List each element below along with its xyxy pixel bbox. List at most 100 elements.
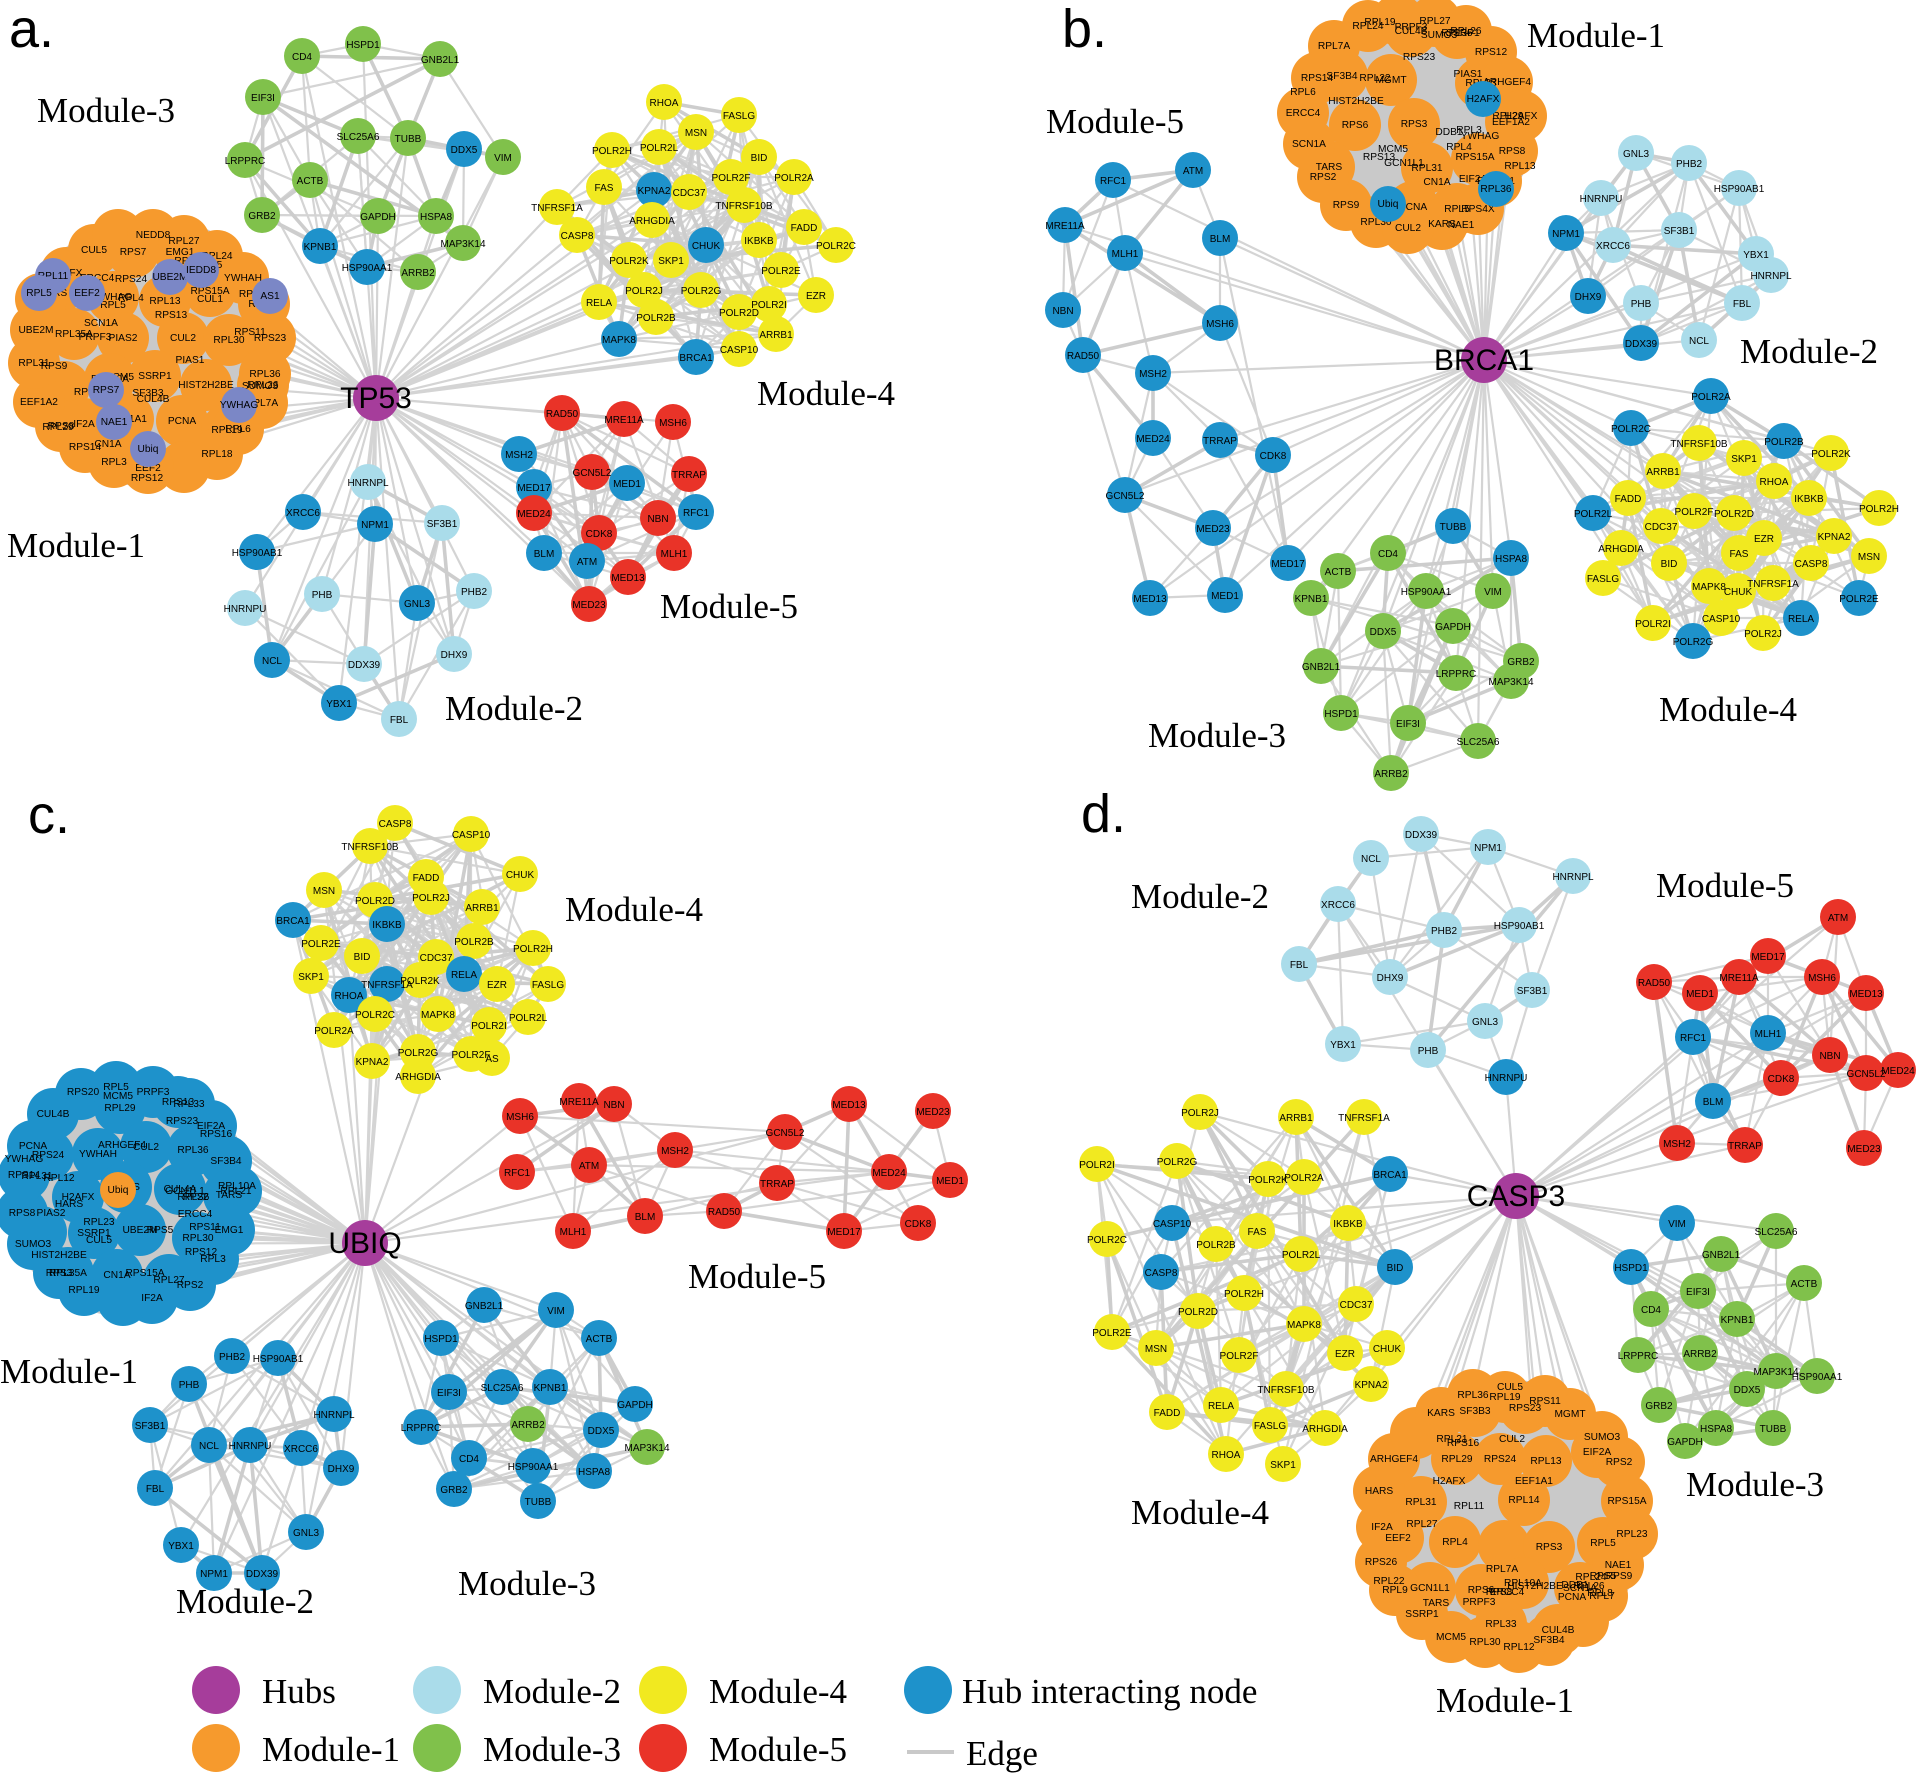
svg-text:ARHGDIA: ARHGDIA (395, 1072, 441, 1083)
svg-text:PCNA: PCNA (19, 1141, 48, 1152)
svg-text:FBL: FBL (1290, 960, 1309, 971)
svg-text:ARHGEF4: ARHGEF4 (1370, 1454, 1418, 1465)
svg-text:RPL31: RPL31 (1411, 163, 1442, 174)
svg-text:RPL18: RPL18 (201, 449, 232, 460)
svg-text:IKBKB: IKBKB (744, 236, 774, 247)
svg-text:BLM: BLM (534, 549, 555, 560)
svg-text:RPL9: RPL9 (1382, 1585, 1408, 1596)
svg-text:HNRNPU: HNRNPU (229, 1441, 272, 1452)
svg-text:H2AFX: H2AFX (1505, 111, 1538, 122)
svg-text:MSH2: MSH2 (1663, 1139, 1691, 1150)
svg-text:GRB2: GRB2 (1507, 657, 1535, 668)
svg-text:RPS11: RPS11 (189, 1222, 221, 1233)
svg-text:Module-5: Module-5 (688, 1257, 826, 1296)
svg-text:POLR2I: POLR2I (1079, 1160, 1115, 1171)
svg-text:HSPA8: HSPA8 (1700, 1424, 1732, 1435)
svg-text:TRRAP: TRRAP (1728, 1141, 1762, 1152)
svg-text:PHB2: PHB2 (461, 587, 488, 598)
svg-text:MRE11A: MRE11A (1045, 221, 1085, 232)
svg-text:SCN1A: SCN1A (84, 318, 118, 329)
svg-text:TNFRSF10B: TNFRSF10B (1670, 439, 1728, 450)
svg-text:RPL6: RPL6 (1290, 87, 1316, 98)
svg-text:RPS12: RPS12 (185, 1247, 218, 1258)
svg-text:RPS8: RPS8 (1499, 146, 1526, 157)
svg-text:TNFRSF1A: TNFRSF1A (1747, 579, 1799, 590)
svg-text:YBX1: YBX1 (326, 699, 352, 710)
svg-text:CUL4B: CUL4B (1542, 1625, 1575, 1636)
svg-text:CHUK: CHUK (692, 241, 721, 252)
svg-text:MED17: MED17 (1751, 952, 1785, 963)
svg-text:RPL22: RPL22 (1373, 1576, 1404, 1587)
svg-text:POLR2K: POLR2K (1811, 449, 1851, 460)
svg-text:LRPPRC: LRPPRC (1436, 669, 1477, 680)
svg-text:Module-1: Module-1 (7, 526, 145, 565)
svg-text:MED13: MED13 (1849, 989, 1883, 1000)
svg-text:POLR2D: POLR2D (1714, 509, 1754, 520)
svg-text:EIF2A: EIF2A (197, 1121, 226, 1132)
svg-text:d.: d. (1081, 784, 1126, 844)
svg-text:GRB2: GRB2 (440, 1485, 468, 1496)
svg-text:MLH1: MLH1 (560, 1227, 587, 1238)
svg-text:SSRP1: SSRP1 (1446, 28, 1480, 39)
svg-text:H2AFX: H2AFX (62, 1192, 95, 1203)
svg-text:GNL3: GNL3 (1623, 149, 1650, 160)
svg-text:RAD50: RAD50 (1638, 978, 1671, 989)
svg-text:FADD: FADD (1615, 494, 1642, 505)
svg-text:RPS5: RPS5 (1590, 1571, 1617, 1582)
svg-text:MED23: MED23 (572, 600, 606, 611)
svg-text:GCN1L1: GCN1L1 (1410, 1583, 1450, 1594)
svg-text:MRE11A: MRE11A (1719, 973, 1759, 984)
svg-text:DDX39: DDX39 (1625, 339, 1658, 350)
svg-text:SLC25A6: SLC25A6 (481, 1383, 524, 1394)
svg-text:SF3B1: SF3B1 (1517, 986, 1548, 997)
svg-text:POLR2J: POLR2J (1181, 1108, 1219, 1119)
svg-text:MSH6: MSH6 (506, 1112, 534, 1123)
svg-text:POLR2C: POLR2C (1611, 424, 1651, 435)
svg-text:Module-4: Module-4 (709, 1672, 847, 1711)
svg-text:MAP3K14: MAP3K14 (1488, 677, 1533, 688)
svg-text:Module-4: Module-4 (1659, 690, 1797, 729)
svg-text:RPL19: RPL19 (211, 425, 242, 436)
svg-text:NPM1: NPM1 (1474, 843, 1502, 854)
svg-text:POLR2L: POLR2L (1574, 509, 1613, 520)
svg-text:RPS15A: RPS15A (1455, 152, 1494, 163)
svg-text:RPS13: RPS13 (155, 310, 188, 321)
svg-text:KPNA2: KPNA2 (1818, 532, 1851, 543)
svg-text:SF3B4: SF3B4 (210, 1156, 241, 1167)
svg-text:RPL36: RPL36 (177, 1145, 208, 1156)
svg-text:RPL30: RPL30 (1469, 1637, 1500, 1648)
svg-text:BID: BID (1661, 559, 1678, 570)
svg-text:PHB: PHB (1418, 1046, 1439, 1057)
svg-text:RPS7: RPS7 (120, 247, 147, 258)
svg-text:NBN: NBN (647, 514, 668, 525)
svg-text:FAS: FAS (595, 183, 614, 194)
svg-text:RPS7: RPS7 (93, 385, 120, 396)
svg-text:RPL13: RPL13 (1504, 161, 1535, 172)
svg-text:RPS13: RPS13 (162, 1097, 195, 1108)
svg-text:UBIQ: UBIQ (328, 1227, 401, 1260)
svg-text:DDX5: DDX5 (1370, 627, 1397, 638)
svg-text:ATM: ATM (1828, 913, 1848, 924)
svg-text:MCM5: MCM5 (1436, 1632, 1466, 1643)
svg-text:Module-2: Module-2 (1131, 877, 1269, 916)
svg-text:MGMT: MGMT (1375, 75, 1406, 86)
svg-text:c.: c. (28, 785, 70, 845)
svg-text:HSP90AA1: HSP90AA1 (342, 263, 393, 274)
svg-text:MED24: MED24 (517, 509, 551, 520)
svg-text:SKP1: SKP1 (658, 256, 684, 267)
svg-text:RPS15A: RPS15A (190, 286, 229, 297)
svg-text:MSN: MSN (1145, 1344, 1167, 1355)
svg-text:DDB1: DDB1 (1435, 127, 1463, 138)
svg-text:RPL36: RPL36 (1441, 28, 1472, 39)
svg-text:FAS: FAS (1730, 549, 1749, 560)
svg-text:SF3B1: SF3B1 (427, 519, 458, 530)
svg-text:ACTB: ACTB (1325, 567, 1352, 578)
svg-text:NCL: NCL (262, 656, 282, 667)
svg-text:DDX39: DDX39 (348, 660, 381, 671)
svg-text:PRPF3: PRPF3 (79, 332, 112, 343)
svg-text:RPL5: RPL5 (1444, 204, 1470, 215)
svg-text:POLR2H: POLR2H (592, 146, 632, 157)
svg-text:RPS3: RPS3 (46, 1268, 73, 1279)
svg-text:SF3B3: SF3B3 (1459, 1406, 1490, 1417)
svg-text:DHX9: DHX9 (1377, 973, 1404, 984)
